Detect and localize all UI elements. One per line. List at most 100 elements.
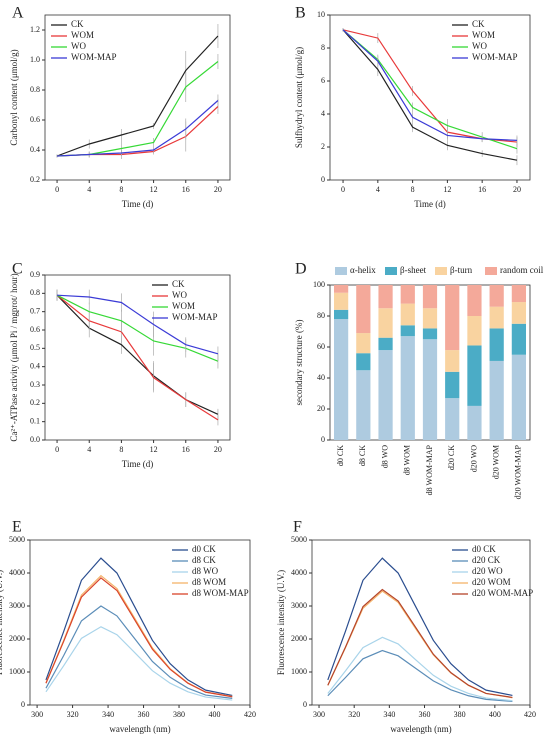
y-tick-label: 0 [321,175,325,184]
x-tick-label: 16 [478,185,486,194]
y-tick-label: 4 [321,109,325,118]
bar-segment [489,285,504,307]
y-tick-label: 0.4 [30,361,40,370]
bar-segment [378,337,393,351]
legend-label: d8 WOM [192,577,226,587]
legend-label: WO [172,290,187,300]
bar-segment [467,316,482,346]
y-tick-label: 100 [313,280,325,289]
y-tick-label: 0 [321,435,325,444]
x-tick-label: 4 [376,185,380,194]
legend-swatch [435,267,447,275]
legend-label: WOM-MAP [172,312,218,322]
x-tick-label: d20 WOM-MAP [514,444,523,499]
x-tick-label: 16 [182,185,190,194]
y-tick-label: 10 [317,10,325,19]
y-tick-label: 1.2 [30,25,40,34]
y-axis-label: secondary structure (%) [294,320,304,406]
bar-segment [422,339,438,440]
series-line [327,557,513,697]
x-tick-label: 12 [443,185,451,194]
series-line [327,636,513,702]
panel-label: C [12,261,23,278]
panel-label: A [12,5,24,22]
x-tick-label: 340 [383,710,395,719]
y-tick-label: 4000 [291,568,307,577]
x-tick-label: 420 [524,710,536,719]
y-tick-label: 40 [317,373,325,382]
x-tick-label: 340 [102,710,114,719]
bar-segment [511,323,526,355]
bar-segment [445,285,460,351]
x-tick-label: d20 WO [469,445,478,472]
x-tick-label: 380 [454,710,466,719]
bar-segment [400,285,415,304]
x-tick-label: 380 [173,710,185,719]
bar-segment [467,285,482,316]
x-tick-label: 300 [313,710,325,719]
plot-frame [44,274,231,441]
x-tick-label: 320 [348,710,360,719]
legend-label: d20 WOM [472,577,511,587]
legend-label: CK [472,19,485,29]
legend-label: β-turn [450,265,473,275]
bar-segment [400,325,415,337]
series-line [57,106,219,157]
legend-label: WOM [172,301,195,311]
plot-frame [29,539,251,706]
legend-swatch [335,267,347,275]
legend-label: random coil [500,265,544,275]
legend-label: WO [71,41,86,51]
series-line [342,29,517,141]
legend-label: d8 WO [192,566,219,576]
y-tick-label: 5000 [9,535,25,544]
panel-label: E [12,519,22,536]
x-tick-label: d8 WOM [403,445,412,475]
y-axis-label: Sulfhydryl content (μmol/g) [294,47,304,148]
x-tick-label: 420 [244,710,256,719]
bar-segment [400,303,415,326]
legend-label: d0 CK [192,544,216,554]
series-line [56,35,219,157]
bar-segment [378,285,393,309]
x-tick-label: 0 [55,445,59,454]
bar-segment [356,285,371,334]
x-tick-label: 360 [419,710,431,719]
series-line [45,577,233,698]
legend-label: CK [172,279,185,289]
x-axis-label: wavelength (nm) [390,724,451,734]
legend-label: WOM [71,30,94,40]
x-axis-label: wavelength (nm) [109,724,170,734]
panel-label: D [295,261,307,278]
x-tick-label: d8 WOM-MAP [425,444,434,495]
legend-label: WOM-MAP [472,52,518,62]
x-tick-label: 8 [411,185,415,194]
bar-segment [334,319,349,440]
x-tick-label: 300 [31,710,43,719]
y-axis-label: Fluorescence intensity (U.V.) [276,570,286,675]
bar-segment [489,360,504,440]
series-line [327,588,513,699]
bar-segment [378,308,393,338]
series-line [56,294,219,415]
series-line [327,590,513,699]
legend-swatch [385,267,397,275]
legend-label: d0 CK [472,544,496,554]
bar-segment [356,370,371,440]
y-tick-label: 0.4 [30,145,40,154]
bar-segment [378,350,393,440]
x-axis-label: Time (d) [122,199,153,209]
y-tick-label: 1.0 [30,55,40,64]
bar-segment [422,285,438,309]
bar-segment [511,302,526,324]
series-line [45,557,233,697]
y-tick-label: 0.9 [30,270,40,279]
bar-segment [489,306,504,329]
y-tick-label: 0.6 [30,325,40,334]
bar-segment [334,309,349,320]
x-tick-label: 4 [87,185,91,194]
y-axis-label: Carbonyl content (μmol/g) [9,49,19,145]
x-tick-label: 4 [87,445,91,454]
x-axis-label: Time (d) [414,199,445,209]
